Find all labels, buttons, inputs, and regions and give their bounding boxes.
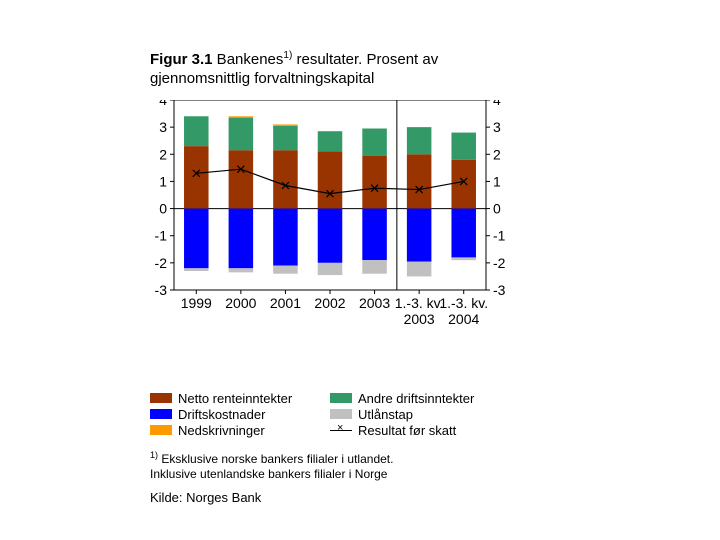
bar-andre_driftsinntekter xyxy=(362,129,387,156)
swatch-utlan xyxy=(330,409,352,419)
bar-andre_driftsinntekter xyxy=(407,127,432,154)
bar-andre_driftsinntekter xyxy=(451,133,476,160)
bar-driftskostnader xyxy=(451,209,476,258)
category-label: 2004 xyxy=(448,311,479,327)
bar-utlanstap xyxy=(318,263,343,275)
legend-label-resultat: Resultat før skatt xyxy=(358,423,456,438)
bar-netto_renteinntekter xyxy=(273,150,298,208)
legend-item-utlan: Utlånstap xyxy=(330,406,510,422)
svg-text:-2: -2 xyxy=(493,255,506,271)
legend-item-drift: Driftskostnader xyxy=(150,406,330,422)
svg-text:2: 2 xyxy=(493,146,501,162)
swatch-resultat xyxy=(330,430,352,431)
svg-text:-3: -3 xyxy=(155,282,168,298)
title-part-a: Bankenes xyxy=(213,51,284,68)
legend-label-nedskr: Nedskrivninger xyxy=(178,423,265,438)
swatch-nedskr xyxy=(150,425,172,435)
source: Kilde: Norges Bank xyxy=(150,490,261,505)
svg-text:-1: -1 xyxy=(493,228,506,244)
legend-label-netto: Netto renteinntekter xyxy=(178,391,292,406)
bar-andre_driftsinntekter xyxy=(318,131,343,151)
bar-utlanstap xyxy=(273,266,298,274)
legend-item-resultat: Resultat før skatt xyxy=(330,422,510,438)
bar-netto_renteinntekter xyxy=(318,152,343,209)
swatch-netto xyxy=(150,393,172,403)
bar-netto_renteinntekter xyxy=(229,150,254,208)
title-sup: 1) xyxy=(283,50,292,61)
bar-netto_renteinntekter xyxy=(362,156,387,209)
swatch-andre xyxy=(330,393,352,403)
bar-utlanstap xyxy=(362,260,387,274)
bar-driftskostnader xyxy=(318,209,343,263)
legend-label-andre: Andre driftsinntekter xyxy=(358,391,474,406)
swatch-drift xyxy=(150,409,172,419)
footnote: 1) Eksklusive norske bankers filialer i … xyxy=(150,450,510,482)
chart-title: Figur 3.1 Bankenes1) resultater. Prosent… xyxy=(150,50,510,89)
legend-item-andre: Andre driftsinntekter xyxy=(330,390,510,406)
category-label: 2000 xyxy=(225,295,256,311)
category-label: 2003 xyxy=(404,311,435,327)
bar-driftskostnader xyxy=(229,209,254,269)
bar-driftskostnader xyxy=(362,209,387,261)
bar-netto_renteinntekter xyxy=(451,160,476,209)
bar-andre_driftsinntekter xyxy=(229,118,254,151)
chart-svg: -3 -3 -2 -2 -1 -1 0 0 1 1 2 2 3 3 4 4 1999 2000 2001 2002 20… xyxy=(150,100,510,340)
category-label: 2001 xyxy=(270,295,301,311)
title-fignum: Figur 3.1 xyxy=(150,51,213,68)
footnote-line1: Eksklusive norske bankers filialer i utl… xyxy=(158,452,393,466)
category-label: 2003 xyxy=(359,295,390,311)
bar-andre_driftsinntekter xyxy=(184,116,209,146)
svg-text:1: 1 xyxy=(493,173,501,189)
category-label: 2002 xyxy=(314,295,345,311)
legend: Netto renteinntekter Andre driftsinntekt… xyxy=(150,390,510,438)
bar-netto_renteinntekter xyxy=(407,154,432,208)
chart-container: -3 -3 -2 -2 -1 -1 0 0 1 1 2 2 3 3 4 4 1999 2000 2001 2002 20… xyxy=(150,100,510,340)
bar-utlanstap xyxy=(407,262,432,277)
svg-text:3: 3 xyxy=(493,119,501,135)
bar-driftskostnader xyxy=(407,209,432,262)
svg-text:1: 1 xyxy=(159,173,167,189)
bar-driftskostnader xyxy=(273,209,298,266)
bar-utlanstap xyxy=(184,268,209,271)
bar-nedskrivninger xyxy=(273,124,298,125)
svg-text:4: 4 xyxy=(159,100,167,108)
svg-text:-1: -1 xyxy=(155,228,168,244)
legend-label-utlan: Utlånstap xyxy=(358,407,413,422)
svg-text:-2: -2 xyxy=(155,255,168,271)
bar-utlanstap xyxy=(451,257,476,260)
svg-text:0: 0 xyxy=(159,201,167,217)
legend-item-netto: Netto renteinntekter xyxy=(150,390,330,406)
source-text: Kilde: Norges Bank xyxy=(150,490,261,505)
bar-nedskrivninger xyxy=(229,116,254,117)
legend-label-drift: Driftskostnader xyxy=(178,407,265,422)
footnote-sup: 1) xyxy=(150,450,158,460)
legend-item-nedskr: Nedskrivninger xyxy=(150,422,330,438)
bar-utlanstap xyxy=(229,268,254,272)
category-label: 1999 xyxy=(181,295,212,311)
svg-text:4: 4 xyxy=(493,100,501,108)
bar-netto_renteinntekter xyxy=(184,146,209,208)
svg-text:3: 3 xyxy=(159,119,167,135)
category-label: 1.-3. kv. xyxy=(395,295,444,311)
bar-driftskostnader xyxy=(184,209,209,269)
svg-text:0: 0 xyxy=(493,201,501,217)
svg-text:2: 2 xyxy=(159,146,167,162)
footnote-line2: Inklusive utenlandske bankers filialer i… xyxy=(150,467,387,481)
bar-andre_driftsinntekter xyxy=(273,126,298,150)
category-label: 1.-3. kv. xyxy=(439,295,488,311)
svg-text:-3: -3 xyxy=(493,282,506,298)
